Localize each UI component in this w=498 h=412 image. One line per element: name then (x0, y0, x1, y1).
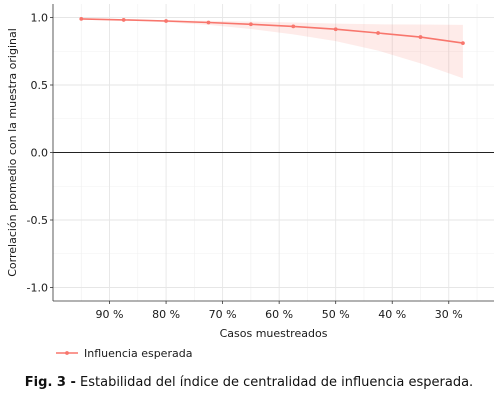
data-point (121, 18, 126, 22)
data-point (79, 16, 84, 21)
x-tick-label: 70 % (209, 308, 237, 321)
x-tick-label: 30 % (435, 308, 463, 321)
axes: 1.0 0.5 0.0 -0.5 -1.0 90 % 80 % 70 % 60 % 50 % 40 … (6, 4, 494, 340)
confidence-band-layer (81, 18, 463, 79)
data-point (418, 35, 423, 39)
x-axis-title: Casos muestreados (220, 327, 328, 340)
data-point (206, 20, 211, 25)
x-tick-label: 90 % (96, 308, 124, 321)
caption-label: Fig. 3 - (24, 375, 76, 390)
y-tick-label: 0.0 (31, 147, 49, 160)
series-line-layer (79, 16, 465, 46)
data-point (376, 31, 380, 35)
y-tick-label: 0.5 (31, 79, 49, 92)
data-point (248, 22, 253, 27)
y-tick-label: -1.0 (27, 282, 48, 295)
data-point (461, 41, 465, 46)
data-point (291, 24, 296, 29)
y-tick-label: 1.0 (31, 12, 49, 25)
x-tick-label: 60 % (265, 308, 293, 321)
data-point (164, 19, 168, 23)
legend-label: Influencia esperada (84, 347, 192, 360)
y-axis-title: Correlación promedio con la muestra orig… (6, 28, 19, 277)
confidence-band (81, 18, 463, 79)
figure-caption: Fig. 3 - Estabilidad del índice de centr… (0, 374, 498, 391)
y-tick-label: -0.5 (27, 214, 48, 227)
x-tick-label: 50 % (322, 308, 350, 321)
legend-key-point (65, 351, 69, 355)
series-line (81, 18, 464, 44)
x-tick-label: 40 % (378, 308, 406, 321)
data-point (333, 27, 338, 32)
caption-text: Estabilidad del índice de centralidad de… (80, 375, 474, 390)
x-tick-label: 80 % (152, 308, 180, 321)
legend: Influencia esperada (56, 347, 192, 360)
